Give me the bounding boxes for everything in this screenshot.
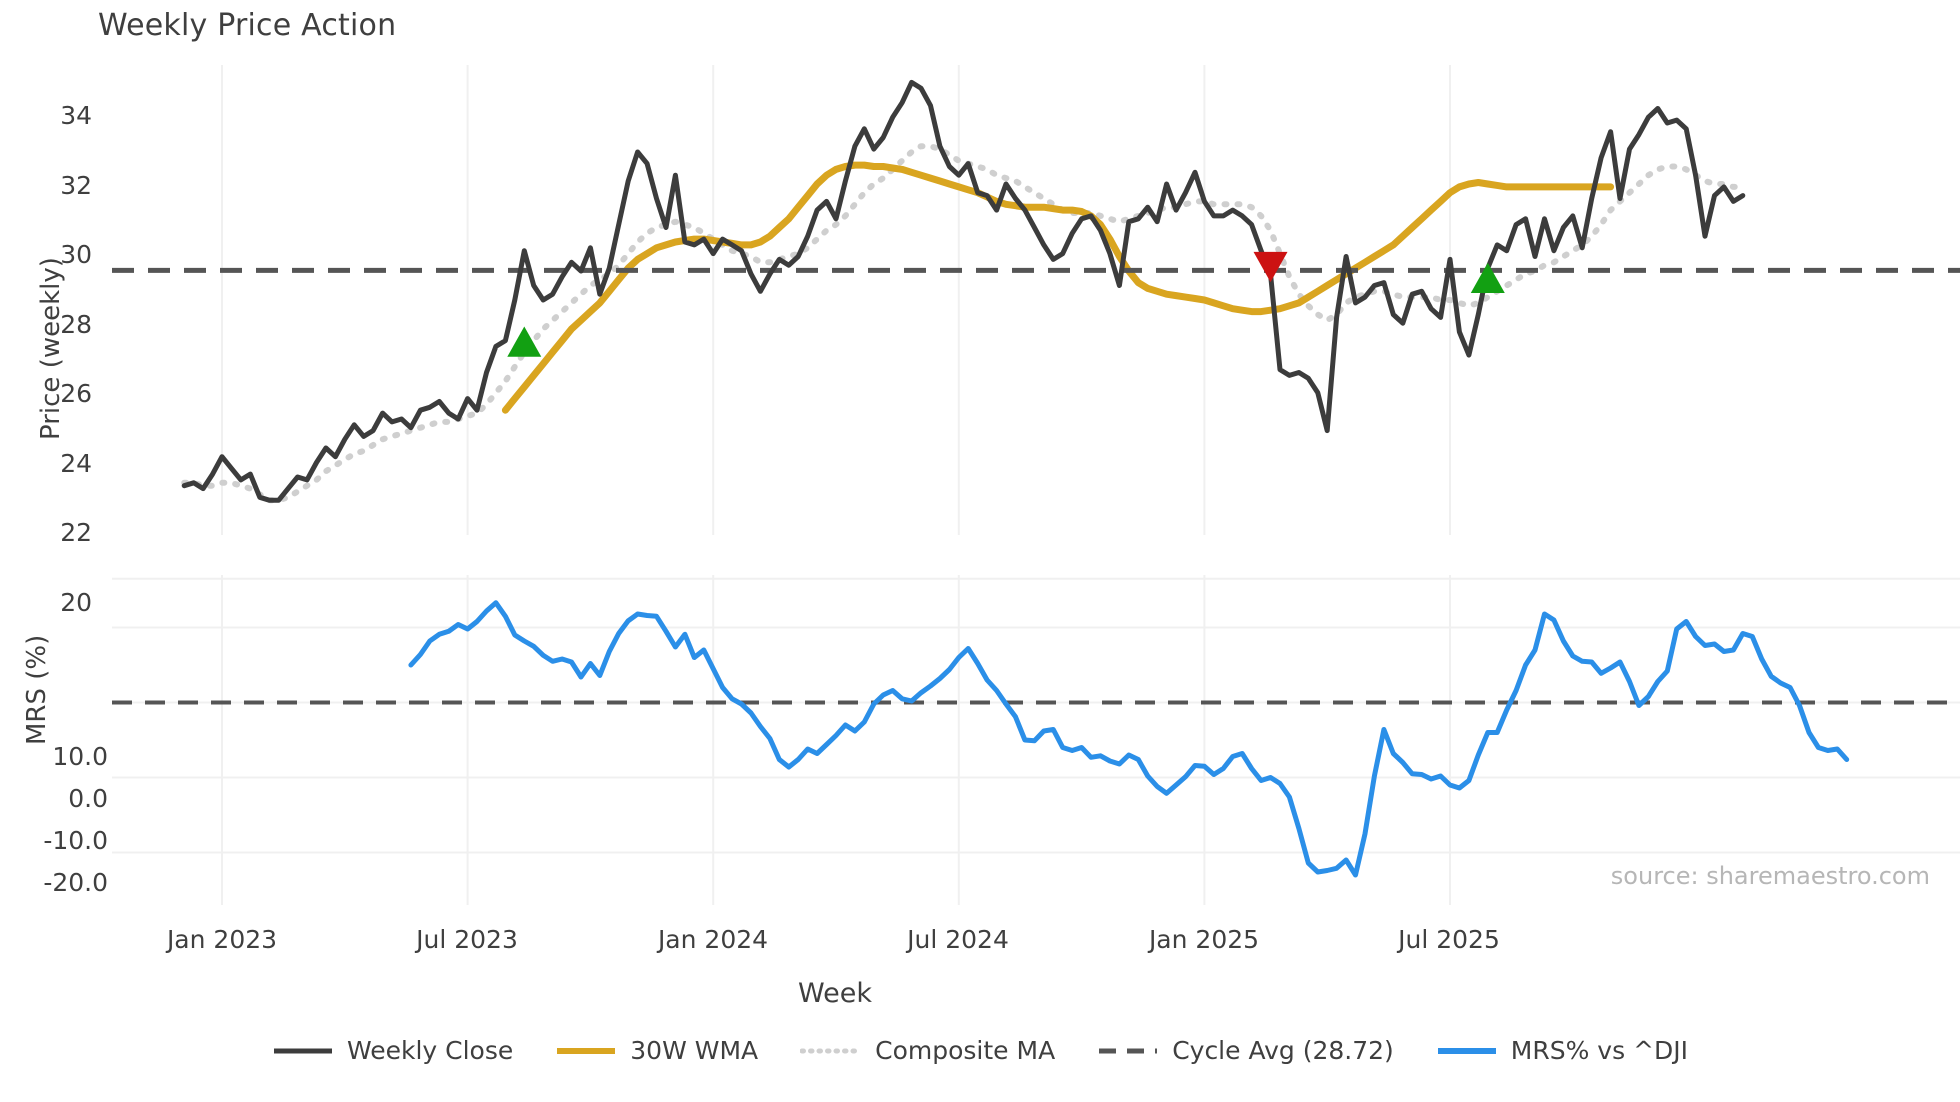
x-tick: Jan 2025 [1148, 925, 1260, 954]
price-ytick: 28 [60, 310, 92, 339]
x-tick: Jul 2023 [416, 925, 518, 954]
gridlines [112, 65, 1960, 905]
price-ytick: 34 [60, 101, 92, 130]
price-ytick: 32 [60, 171, 92, 200]
x-tick: Jul 2025 [1398, 925, 1500, 954]
chart-legend: Weekly Close 30W WMA Composite MA Cycle … [0, 1036, 1960, 1065]
legend-cycle-avg[interactable]: Cycle Avg (28.72) [1097, 1036, 1394, 1065]
buy-signal-marker[interactable] [1470, 262, 1505, 293]
legend-mrs[interactable]: MRS% vs ^DJI [1436, 1036, 1688, 1065]
legend-dashed-line-icon [1099, 1048, 1158, 1053]
mrs-panel [112, 600, 1960, 878]
price-ytick: 24 [60, 449, 92, 478]
x-axis-label: Week [798, 978, 872, 1009]
legend-label: 30W WMA [630, 1036, 759, 1065]
mrs-ytick: 0.0 [68, 784, 108, 813]
price-panel [112, 79, 1960, 504]
legend-label: Cycle Avg (28.72) [1172, 1036, 1394, 1065]
legend-line-icon [557, 1047, 616, 1054]
price-ytick: 20 [60, 588, 92, 617]
legend-line-icon [273, 1048, 332, 1053]
legend-label: Composite MA [875, 1036, 1056, 1065]
buy-signal-marker[interactable] [507, 326, 542, 357]
source-attribution: source: sharemaestro.com [1610, 862, 1930, 890]
legend-weekly-close[interactable]: Weekly Close [272, 1036, 513, 1065]
price-ytick: 22 [60, 518, 92, 547]
legend-30w-wma[interactable]: 30W WMA [555, 1036, 758, 1065]
x-tick: Jul 2024 [907, 925, 1009, 954]
legend-label: Weekly Close [346, 1036, 514, 1065]
x-tick: Jan 2024 [657, 925, 769, 954]
mrs-ytick: -10.0 [43, 826, 108, 855]
legend-line-icon [1437, 1047, 1496, 1054]
legend-composite-ma[interactable]: Composite MA [800, 1036, 1055, 1065]
x-tick: Jan 2023 [166, 925, 278, 954]
mrs-ytick: 10.0 [52, 742, 108, 771]
price-ytick: 26 [60, 379, 92, 408]
chart-title: Weekly Price Action [98, 8, 397, 43]
mrs-ytick: -20.0 [43, 868, 108, 897]
price-ytick: 30 [60, 240, 92, 269]
legend-dotted-line-icon [800, 1048, 863, 1053]
signal-markers [507, 251, 1505, 357]
sell-signal-marker[interactable] [1253, 251, 1288, 283]
legend-label: MRS% vs ^DJI [1510, 1036, 1689, 1065]
